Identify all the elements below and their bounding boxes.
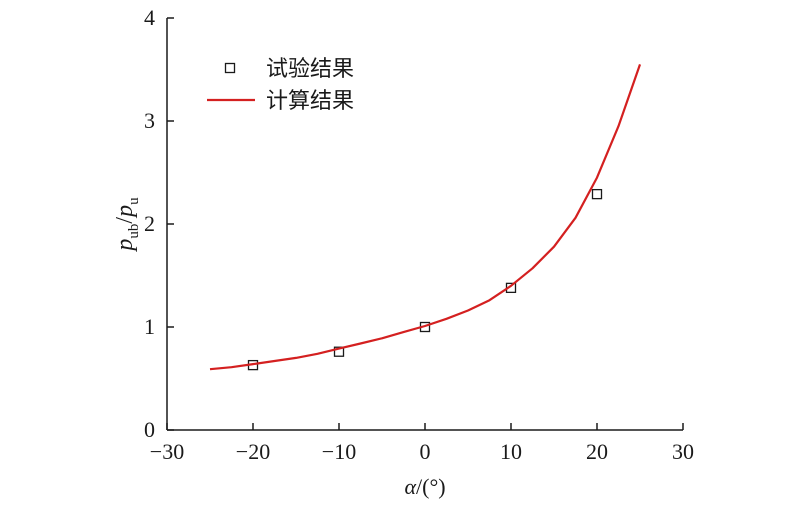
y-axis-title-part: p <box>112 205 138 219</box>
y-tick-label: 3 <box>144 108 155 133</box>
x-tick-label: −30 <box>150 439 184 464</box>
y-axis-title-part: ub <box>126 224 142 239</box>
y-tick-label: 0 <box>144 417 155 442</box>
x-tick-label: 30 <box>672 439 694 464</box>
y-axis-title: pub/pu <box>112 197 142 253</box>
y-axis-title-part: u <box>126 197 142 205</box>
plot-area <box>209 64 642 371</box>
axes: −30 −20 −10 0 10 20 30 0 1 2 3 4 <box>144 5 694 464</box>
legend-marker-square <box>224 62 236 74</box>
y-tick-label: 1 <box>144 314 155 339</box>
axis-titles: α/(°)pub/pu <box>112 197 446 499</box>
y-tick-label: 2 <box>144 211 155 236</box>
x-axis-var: α <box>404 474 416 499</box>
x-tick-label: −20 <box>236 439 270 464</box>
x-axis-title: α/(°) <box>404 474 445 499</box>
x-tick-label: 20 <box>586 439 608 464</box>
y-axis-title-part: / <box>112 217 138 224</box>
x-tick-label: 10 <box>500 439 522 464</box>
test-point <box>333 346 345 357</box>
legend-label-calc: 计算结果 <box>266 89 354 114</box>
calc-curve-line <box>209 64 642 371</box>
x-axis-unit: /(°) <box>416 474 446 499</box>
legend-label-test: 试验结果 <box>266 57 354 82</box>
x-tick-label: −10 <box>322 439 356 464</box>
y-axis-title-part: p <box>112 239 138 253</box>
test-point <box>591 188 603 200</box>
x-tick-label: 0 <box>420 439 431 464</box>
y-tick-label: 4 <box>144 5 155 30</box>
